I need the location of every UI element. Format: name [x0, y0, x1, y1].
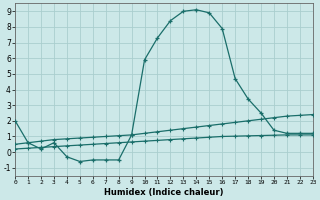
X-axis label: Humidex (Indice chaleur): Humidex (Indice chaleur) — [104, 188, 224, 197]
